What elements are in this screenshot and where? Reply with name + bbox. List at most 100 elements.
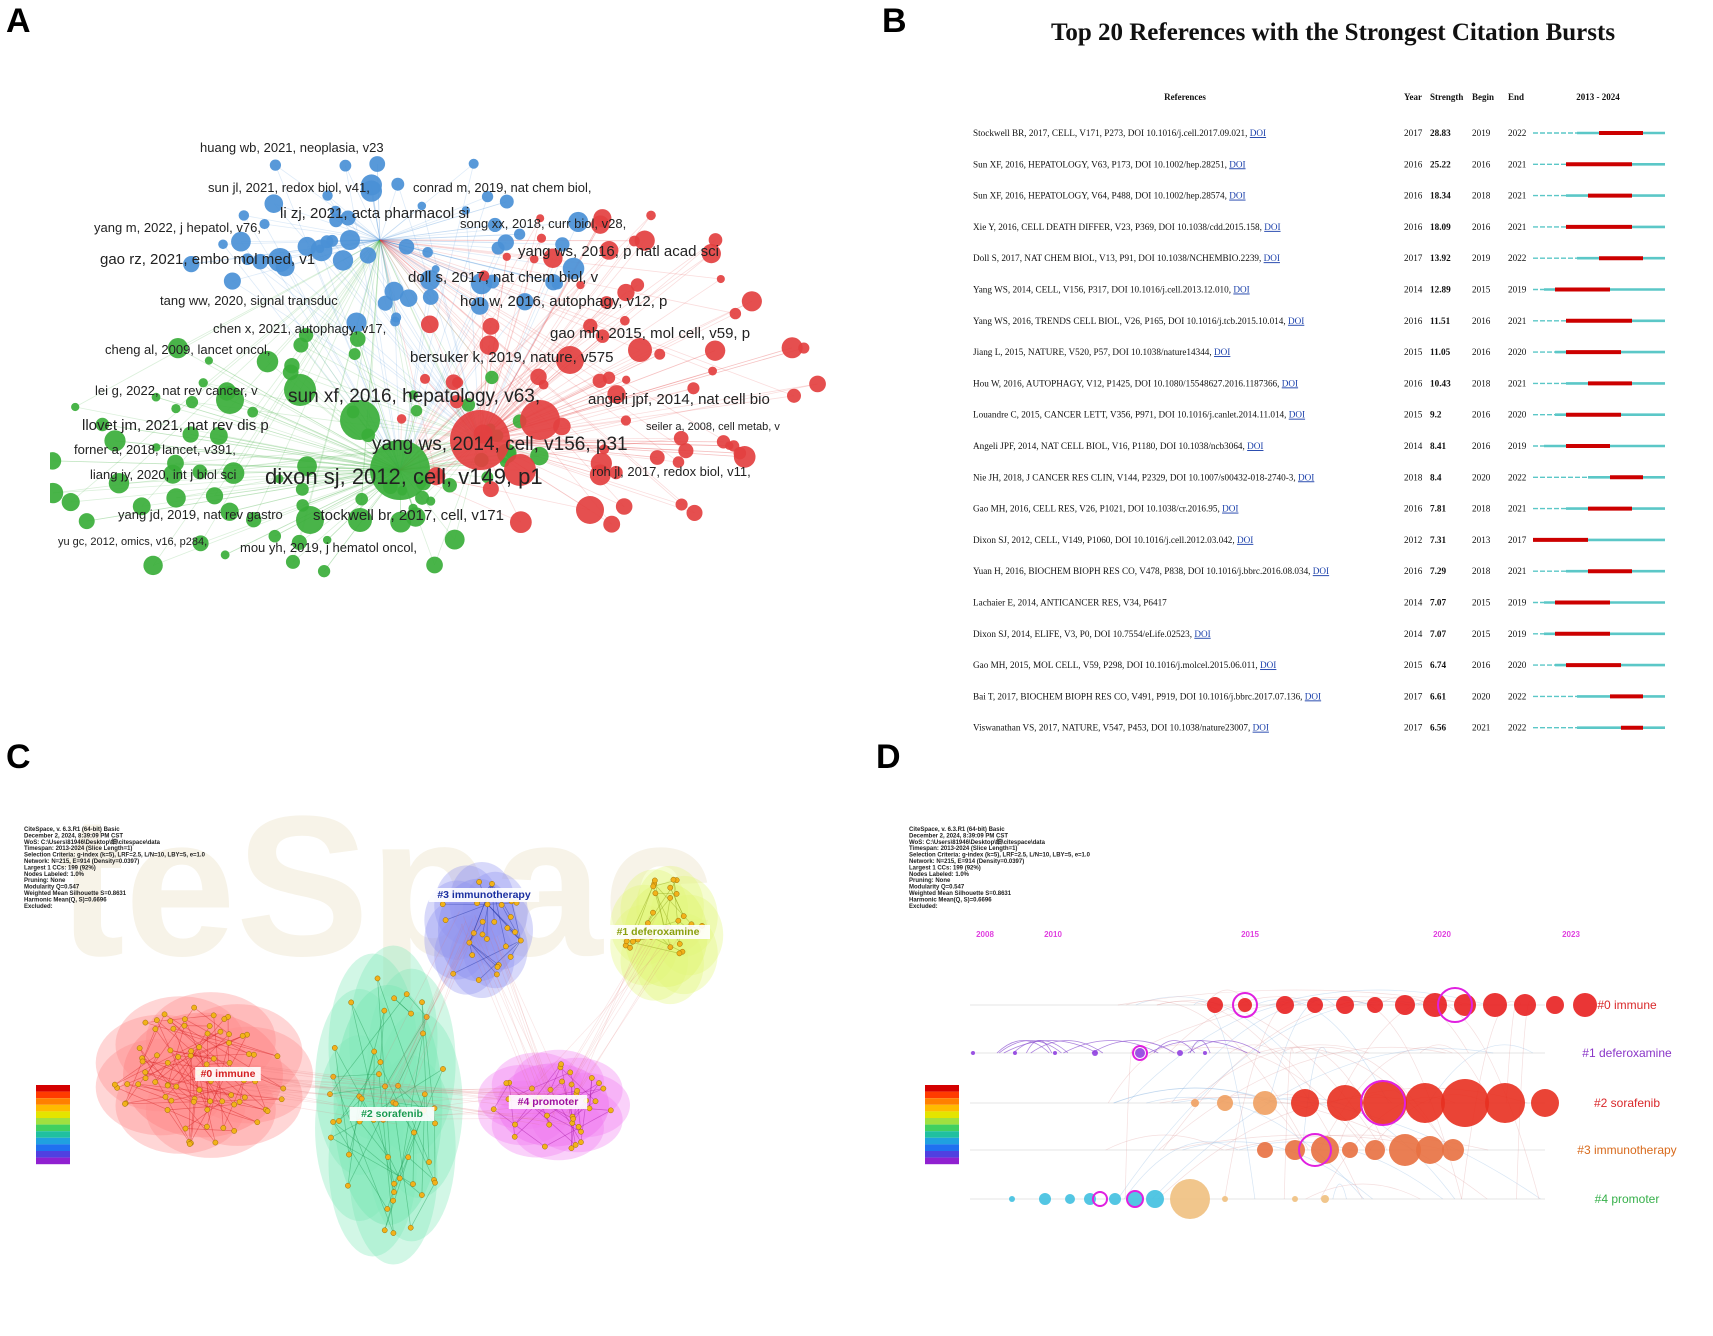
reference-text: Lachaier E, 2014, ANTICANCER RES, V34, P… [973, 598, 1167, 608]
year-cell: 2014 [1404, 285, 1423, 295]
network-edge [299, 239, 381, 391]
network-edge [379, 201, 507, 241]
network-edge [379, 205, 423, 241]
network-node-label: gao mh, 2015, mol cell, v59, p [550, 325, 750, 342]
doi-link[interactable]: DOI [1229, 191, 1245, 201]
cluster-node [574, 1087, 580, 1094]
cluster-edge [145, 1055, 158, 1079]
cluster-edge [170, 1020, 268, 1112]
doi-link[interactable]: DOI [1237, 535, 1253, 545]
network-node-green [317, 565, 331, 578]
cluster-edge [669, 887, 685, 917]
doi-link[interactable]: DOI [1305, 691, 1321, 701]
network-node-blue [398, 239, 415, 255]
cluster-edge [332, 1121, 388, 1210]
cluster-edge [560, 1067, 596, 1102]
network-node-red [687, 382, 700, 395]
strength-cell: 7.29 [1430, 566, 1446, 576]
network-edge [379, 239, 482, 284]
info-line: Modularity Q=0.547 [24, 885, 80, 891]
network-edge [356, 239, 381, 323]
network-node-red [672, 456, 685, 468]
cluster-label-bg [428, 888, 540, 902]
doi-link[interactable]: DOI [1214, 347, 1230, 357]
inter-cluster-edge [391, 1090, 553, 1097]
cluster-node [476, 879, 482, 885]
cluster-node [124, 1081, 131, 1087]
network-edge [379, 224, 496, 241]
doi-link[interactable]: DOI [1233, 285, 1249, 295]
begin-cell: 2013 [1472, 535, 1491, 545]
network-node-label: conrad m, 2019, nat chem biol, [413, 180, 592, 195]
doi-link[interactable]: DOI [1222, 504, 1238, 514]
network-node-blue [259, 219, 270, 230]
doi-link[interactable]: DOI [1247, 441, 1263, 451]
network-node-label: yang ws, 2014, cell, v156, p31 [372, 434, 628, 455]
cluster-node [484, 901, 491, 908]
info-line: Largest 1 CCs: 199 (92%) [24, 865, 96, 871]
doi-link[interactable]: DOI [1264, 253, 1280, 263]
cluster-node [204, 1030, 211, 1037]
doi-link[interactable]: DOI [1298, 472, 1314, 482]
network-edge [379, 239, 432, 298]
inter-cluster-edge [488, 921, 558, 1105]
doi-link[interactable]: DOI [1313, 566, 1329, 576]
cluster-label-bg [349, 1107, 435, 1121]
timeline-node [1342, 1142, 1358, 1158]
doi-link[interactable]: DOI [1260, 660, 1276, 670]
cluster-node [568, 1081, 575, 1088]
year-color-legend [925, 1131, 959, 1138]
doi-link[interactable]: DOI [1229, 159, 1245, 169]
network-node-green [348, 348, 361, 361]
network-node-label: stockwell br, 2017, cell, v171 [313, 507, 504, 524]
cluster-edge [514, 1063, 562, 1125]
network-node-green [185, 396, 199, 409]
timeline-node [1257, 1142, 1273, 1158]
cluster-node [490, 1106, 497, 1113]
burst-ring [1126, 1190, 1144, 1208]
timeline-node [1135, 1048, 1145, 1058]
network-edge [379, 239, 386, 304]
end-cell: 2022 [1508, 472, 1527, 482]
watermark: teSpac [58, 815, 714, 998]
cluster-node [623, 938, 630, 945]
cluster-node [421, 1091, 428, 1098]
inter-cluster-edge [496, 935, 553, 1100]
reference-text: Viswanathan VS, 2017, NATURE, V547, P453… [973, 723, 1269, 733]
doi-link[interactable]: DOI [1194, 629, 1210, 639]
doi-link[interactable]: DOI [1253, 723, 1269, 733]
timeline-node [1191, 1099, 1199, 1107]
timeline-link [1336, 999, 1463, 1104]
doi-link[interactable]: DOI [1289, 410, 1305, 420]
network-edge [399, 163, 475, 471]
cluster-edge [154, 1062, 169, 1083]
cluster-node [162, 1093, 169, 1100]
year-color-legend [925, 1157, 959, 1165]
reference-text: Gao MH, 2016, CELL RES, V26, P1021, DOI … [973, 504, 1238, 514]
network-node-label: hou w, 2016, autophagy, v12, p [460, 293, 667, 310]
cluster-node [164, 1059, 171, 1066]
panel-label-d: D [876, 738, 901, 776]
network-edge [379, 239, 541, 421]
end-cell: 2017 [1508, 535, 1527, 545]
strength-cell: 7.81 [1430, 504, 1446, 514]
doi-link[interactable]: DOI [1264, 222, 1280, 232]
network-node-label: song xx, 2018, curr biol, v28, [460, 216, 626, 231]
doi-link[interactable]: DOI [1288, 316, 1304, 326]
network-node-blue [238, 210, 250, 221]
inter-cluster-edge [369, 1092, 566, 1105]
year-color-legend [36, 1098, 70, 1105]
network-node-blue [297, 236, 317, 257]
cluster-node [204, 1106, 211, 1113]
network-node-label: yang ws, 2016, p natl acad sci [518, 243, 719, 260]
doi-link[interactable]: DOI [1282, 378, 1298, 388]
network-node-red [536, 214, 545, 223]
network-node-red [628, 338, 652, 362]
doi-link[interactable]: DOI [1250, 128, 1266, 138]
cluster-node [210, 1012, 217, 1019]
cluster-node [226, 1040, 232, 1046]
network-node-red [634, 230, 655, 251]
end-cell: 2020 [1508, 347, 1527, 357]
timeline-node [1013, 1051, 1017, 1055]
network-node-green [530, 446, 549, 466]
